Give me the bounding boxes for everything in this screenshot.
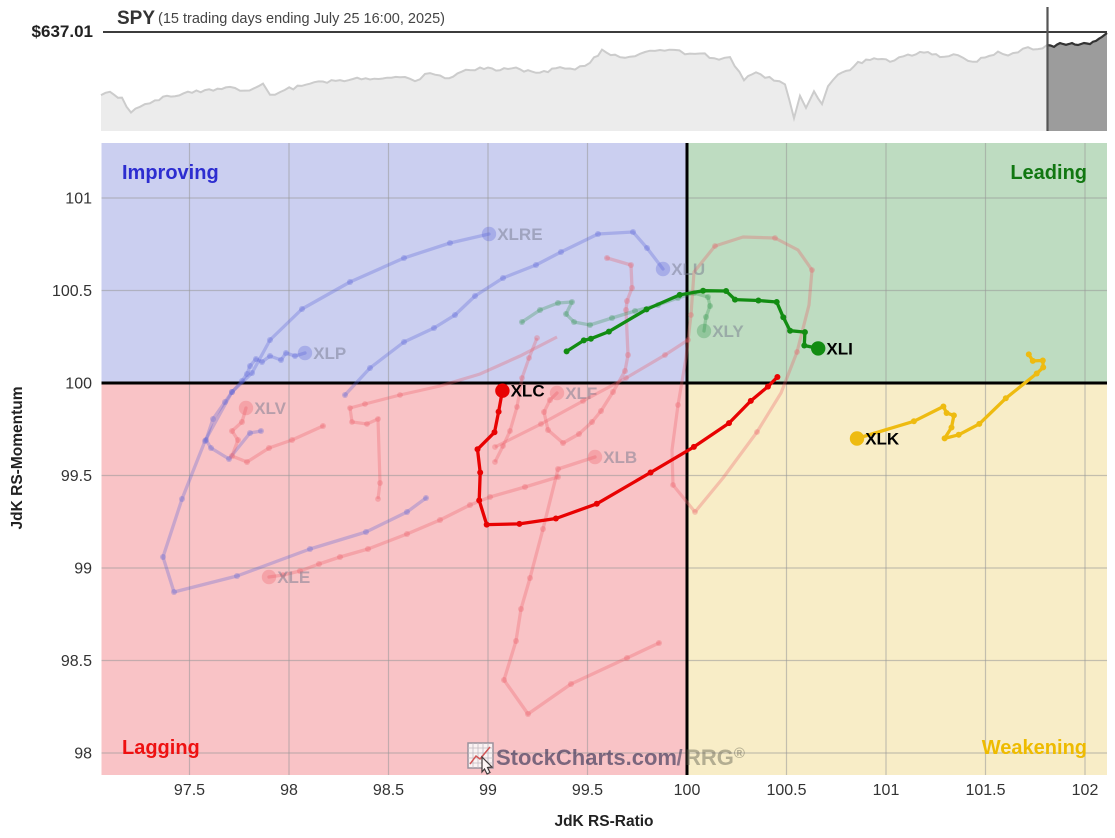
svg-text:XLB: XLB xyxy=(603,448,637,467)
svg-text:$637.01: $637.01 xyxy=(32,22,93,41)
svg-text:101.5: 101.5 xyxy=(965,782,1005,799)
svg-text:Weakening: Weakening xyxy=(982,737,1087,759)
svg-text:XLY: XLY xyxy=(712,322,744,341)
svg-text:StockCharts.com: StockCharts.com xyxy=(496,745,677,770)
svg-text:XLE: XLE xyxy=(277,568,310,587)
svg-text:Lagging: Lagging xyxy=(122,737,200,759)
svg-text:Leading: Leading xyxy=(1010,162,1087,184)
svg-text:97.5: 97.5 xyxy=(174,782,205,799)
svg-text:XLP: XLP xyxy=(313,344,346,363)
svg-text:101: 101 xyxy=(873,782,900,799)
svg-text:/: / xyxy=(677,745,683,770)
svg-text:XLC: XLC xyxy=(511,382,545,401)
svg-text:100.5: 100.5 xyxy=(52,283,92,300)
svg-text:XLRE: XLRE xyxy=(497,225,542,244)
svg-text:JdK RS-Ratio: JdK RS-Ratio xyxy=(554,813,653,830)
svg-text:100: 100 xyxy=(65,376,92,393)
svg-text:99: 99 xyxy=(74,561,92,578)
svg-text:XLF: XLF xyxy=(565,384,597,403)
svg-text:XLI: XLI xyxy=(826,339,852,358)
svg-text:XLV: XLV xyxy=(254,399,286,418)
svg-text:XLU: XLU xyxy=(671,260,705,279)
svg-text:Improving: Improving xyxy=(122,162,219,184)
svg-text:99.5: 99.5 xyxy=(61,468,92,485)
svg-text:99.5: 99.5 xyxy=(572,782,603,799)
svg-text:100.5: 100.5 xyxy=(766,782,806,799)
svg-text:98.5: 98.5 xyxy=(373,782,404,799)
svg-text:99: 99 xyxy=(479,782,497,799)
svg-text:XLK: XLK xyxy=(865,430,900,449)
svg-text:JdK RS-Momentum: JdK RS-Momentum xyxy=(9,387,26,530)
svg-text:(15 trading days ending July 2: (15 trading days ending July 25 16:00, 2… xyxy=(158,11,445,27)
svg-text:SPY: SPY xyxy=(117,8,155,29)
svg-text:100: 100 xyxy=(674,782,701,799)
svg-text:98: 98 xyxy=(74,746,92,763)
svg-text:98: 98 xyxy=(280,782,298,799)
svg-text:102: 102 xyxy=(1072,782,1099,799)
svg-text:101: 101 xyxy=(65,191,92,208)
svg-text:98.5: 98.5 xyxy=(61,653,92,670)
